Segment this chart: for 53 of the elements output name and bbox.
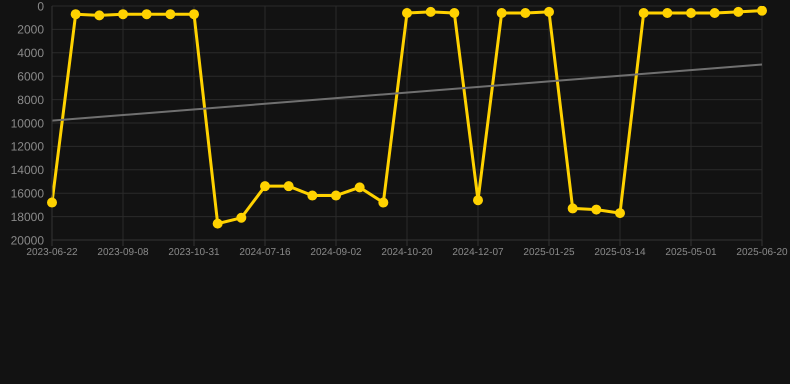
- x-tick-label: 2023-09-08: [97, 247, 150, 258]
- point: [591, 204, 602, 215]
- y-tick-label: 14000: [10, 163, 44, 178]
- point: [473, 195, 483, 206]
- point: [568, 203, 578, 214]
- point: [284, 181, 294, 192]
- x-tick-label: 2024-09-02: [310, 247, 362, 258]
- y-tick-label: 20000: [10, 233, 44, 248]
- point: [757, 6, 767, 16]
- point: [638, 8, 649, 18]
- x-tick-label: 2025-05-01: [665, 247, 718, 258]
- x-tick-label: 2024-12-07: [452, 247, 504, 258]
- y-tick-label: 16000: [10, 186, 44, 200]
- y-tick-label: 8000: [17, 92, 44, 107]
- point: [686, 8, 696, 18]
- point: [544, 6, 554, 17]
- x-tick-label: 2024-07-16: [239, 247, 292, 258]
- point: [307, 190, 318, 201]
- point: [236, 212, 246, 223]
- point: [733, 6, 744, 17]
- point: [449, 8, 460, 18]
- y-tick-label: 4000: [17, 46, 44, 60]
- point: [142, 9, 152, 20]
- point: [496, 8, 507, 18]
- point: [615, 208, 625, 218]
- y-tick-label: 12000: [10, 140, 44, 154]
- point: [94, 10, 104, 20]
- point: [426, 6, 436, 17]
- x-tick-label: 2025-03-14: [594, 247, 646, 258]
- point: [212, 218, 223, 229]
- x-tick-label: 2025-01-25: [523, 247, 576, 258]
- point: [47, 198, 57, 208]
- x-tick-label: 2025-06-20: [736, 247, 788, 258]
- point: [354, 182, 365, 192]
- point: [70, 9, 81, 20]
- point: [710, 8, 720, 18]
- point: [662, 8, 672, 18]
- x-tick-label: 2023-06-22: [26, 247, 78, 258]
- point: [520, 8, 530, 18]
- y-tick-label: 10000: [10, 116, 44, 130]
- x-tick-label: 2023-10-31: [168, 247, 220, 258]
- point: [331, 190, 341, 201]
- y-tick-label: 2000: [17, 22, 44, 37]
- y-tick-label: 6000: [17, 69, 44, 84]
- point: [189, 9, 199, 20]
- point: [118, 9, 128, 20]
- point: [402, 8, 412, 18]
- point: [165, 9, 176, 20]
- x-tick-label: 2024-10-20: [381, 247, 434, 258]
- point: [260, 181, 270, 192]
- y-tick-label: 0: [37, 0, 44, 14]
- point: [378, 198, 388, 208]
- y-tick-label: 18000: [10, 210, 44, 224]
